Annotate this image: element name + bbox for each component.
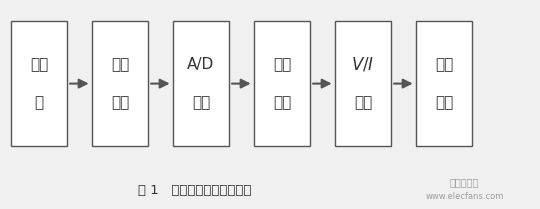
Text: A/D: A/D xyxy=(187,57,214,72)
Text: 转换: 转换 xyxy=(192,95,210,110)
Text: 传感: 传感 xyxy=(30,57,48,72)
Bar xyxy=(335,21,391,146)
Text: 器: 器 xyxy=(35,95,43,110)
Text: 输出: 输出 xyxy=(435,95,453,110)
Text: 图 1   温度传感器系统结构图: 图 1 温度传感器系统结构图 xyxy=(138,184,251,197)
Text: 仪表: 仪表 xyxy=(435,57,453,72)
Text: 电子发烧友: 电子发烧友 xyxy=(450,177,479,187)
Text: 放大: 放大 xyxy=(111,95,129,110)
Text: 制器: 制器 xyxy=(273,95,291,110)
Text: 微控: 微控 xyxy=(273,57,291,72)
Text: $\mathit{V/I}$: $\mathit{V/I}$ xyxy=(351,56,375,74)
Bar xyxy=(92,21,148,146)
Text: www.elecfans.com: www.elecfans.com xyxy=(425,192,504,201)
Text: 运算: 运算 xyxy=(111,57,129,72)
Bar xyxy=(173,21,229,146)
Bar xyxy=(10,21,68,146)
Bar xyxy=(254,21,310,146)
Bar xyxy=(416,21,472,146)
Text: 转换: 转换 xyxy=(354,95,372,110)
